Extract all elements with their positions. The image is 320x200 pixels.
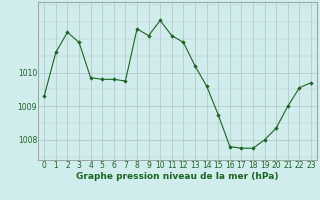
X-axis label: Graphe pression niveau de la mer (hPa): Graphe pression niveau de la mer (hPa) [76, 172, 279, 181]
